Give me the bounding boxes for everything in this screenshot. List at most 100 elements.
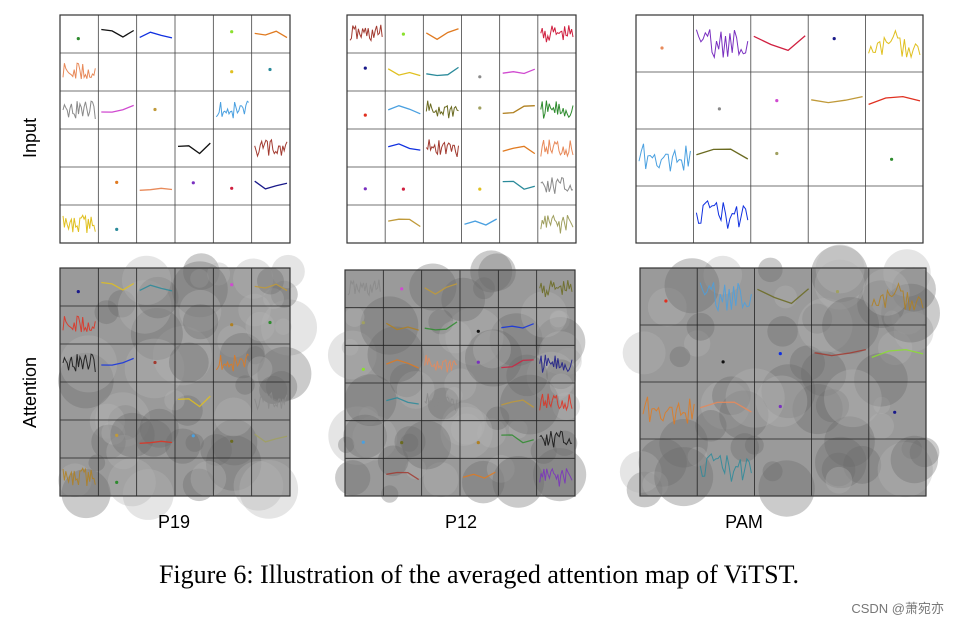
- cell-series: [347, 279, 381, 297]
- cell-series: [425, 28, 459, 41]
- cell-series: [717, 107, 722, 111]
- cell-series: [540, 25, 574, 43]
- cell-series: [539, 467, 573, 487]
- cell-series: [230, 30, 234, 34]
- cell-series: [424, 354, 458, 373]
- cell-series: [177, 142, 211, 155]
- cell-series: [268, 67, 272, 72]
- panel-pam-input: [635, 14, 924, 244]
- column-label-p19: P19: [157, 512, 191, 532]
- panel-p12-attention: [327, 250, 587, 508]
- cell-series: [832, 37, 836, 41]
- cell-series: [476, 329, 480, 333]
- cell-series: [230, 186, 234, 190]
- cell-series: [699, 452, 752, 482]
- cell-series: [425, 139, 459, 158]
- cell-series: [811, 95, 863, 104]
- cell-series: [230, 70, 234, 74]
- panel-p12-input: [346, 14, 577, 244]
- cell-series: [361, 440, 365, 444]
- cell-series: [426, 66, 459, 77]
- cell-series: [502, 180, 535, 190]
- cell-series: [363, 113, 367, 117]
- cell-series: [778, 352, 782, 356]
- cell-series: [401, 32, 405, 36]
- cell-series: [139, 440, 173, 444]
- cell-series: [254, 391, 288, 411]
- cell-series: [539, 354, 573, 373]
- column-label-p12: P12: [444, 512, 478, 532]
- cell-series: [400, 287, 404, 291]
- cell-series: [385, 322, 419, 331]
- cell-series: [424, 283, 458, 295]
- cell-series: [101, 357, 134, 366]
- cell-series: [778, 404, 782, 409]
- cell-series: [215, 100, 250, 119]
- cell-series: [401, 187, 405, 191]
- cell-series: [642, 396, 695, 425]
- cell-series: [115, 433, 119, 437]
- cell-series: [539, 393, 573, 412]
- cell-series: [638, 143, 691, 172]
- cell-series: [464, 218, 498, 226]
- cell-series: [139, 284, 173, 292]
- cell-series: [424, 321, 458, 331]
- cell-series: [501, 399, 535, 408]
- cell-series: [386, 397, 419, 405]
- cell-series: [62, 62, 96, 80]
- cell-series: [775, 151, 779, 156]
- cell-series: [101, 281, 135, 291]
- cell-series: [699, 282, 752, 313]
- cell-series: [101, 28, 135, 38]
- cell-series: [501, 434, 534, 444]
- cell-series: [230, 323, 234, 327]
- cell-series: [115, 480, 119, 484]
- cell-series: [191, 434, 195, 438]
- cell-series: [139, 31, 173, 39]
- cell-series: [539, 430, 573, 448]
- figure-canvas: [58, 14, 940, 520]
- cell-series: [349, 24, 383, 42]
- cell-series: [695, 199, 749, 229]
- cell-series: [721, 360, 725, 364]
- cell-series: [268, 320, 272, 325]
- cell-series: [462, 471, 496, 479]
- cell-series: [478, 75, 482, 79]
- cell-series: [230, 283, 234, 287]
- cell-series: [62, 467, 96, 486]
- cell-series: [695, 29, 749, 60]
- cell-series: [115, 227, 119, 231]
- cell-series: [501, 359, 534, 369]
- cell-series: [890, 157, 894, 161]
- cell-series: [478, 106, 482, 110]
- cell-series: [361, 321, 365, 325]
- cell-series: [425, 100, 459, 119]
- cell-series: [893, 410, 897, 414]
- cell-series: [502, 68, 536, 75]
- cell-series: [62, 214, 96, 233]
- cell-series: [254, 433, 288, 443]
- cell-series: [254, 30, 288, 39]
- cell-series: [388, 143, 421, 151]
- cell-series: [476, 360, 480, 364]
- cell-series: [868, 29, 921, 60]
- cell-series: [254, 180, 288, 190]
- cell-series: [191, 181, 195, 185]
- cell-series: [664, 299, 668, 303]
- figure-caption: Figure 6: Illustration of the averaged a…: [158, 560, 800, 589]
- cell-series: [540, 100, 574, 119]
- cell-series: [501, 323, 534, 329]
- cell-series: [386, 471, 420, 481]
- cell-series: [835, 290, 840, 294]
- cell-series: [388, 218, 421, 228]
- cell-series: [254, 138, 288, 158]
- cell-series: [215, 353, 250, 372]
- cell-series: [62, 315, 96, 333]
- cell-series: [502, 145, 536, 155]
- cell-series: [177, 395, 211, 408]
- cell-series: [814, 348, 866, 357]
- cell-series: [153, 107, 157, 112]
- cell-series: [254, 283, 288, 292]
- cell-series: [363, 66, 367, 70]
- cell-series: [868, 95, 921, 106]
